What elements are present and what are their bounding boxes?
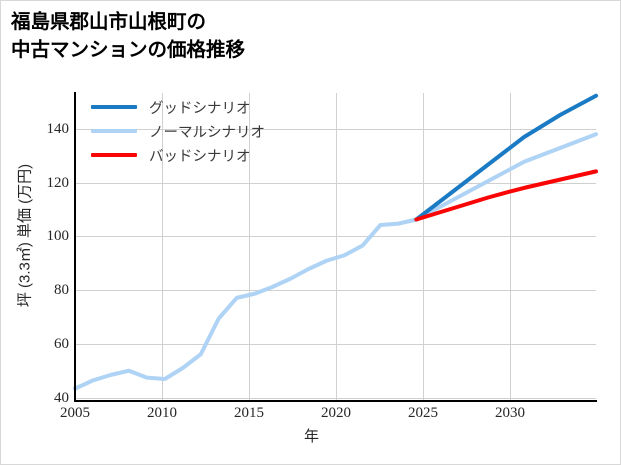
legend-label-bad: バッドシナリオ	[149, 148, 251, 165]
y-axis-title: 坪 (3.3㎡) 単価 (万円)	[16, 163, 34, 308]
gridline-y-120	[75, 183, 596, 184]
ytick-label-60: 60	[54, 336, 69, 352]
xtick-label-2015: 2015	[234, 405, 264, 421]
xtick-label-2010: 2010	[147, 405, 177, 421]
ytick-label-120: 120	[46, 175, 70, 191]
legend-swatch-normal	[91, 129, 137, 133]
legend-item-good: グッドシナリオ	[91, 95, 265, 119]
gridline-x-2020	[336, 93, 337, 401]
line-bad-scenario	[414, 169, 598, 222]
ytick-label-100: 100	[46, 228, 70, 244]
xtick-label-2025: 2025	[408, 405, 438, 421]
legend-label-good: グッドシナリオ	[149, 100, 251, 117]
gridline-x-2010	[162, 93, 163, 401]
line-good-scenario	[414, 93, 598, 222]
gridline-x-2030	[510, 93, 511, 401]
xtick-label-2020: 2020	[321, 405, 351, 421]
line-normal-scenario	[73, 132, 598, 391]
gridline-y-40	[75, 398, 596, 399]
gridline-x-2015	[249, 93, 250, 401]
series-layer	[73, 93, 598, 391]
gridline-y-80	[75, 290, 596, 291]
chart-legend: グッドシナリオ ノーマルシナリオ バッドシナリオ	[91, 95, 265, 167]
x-axis-title: 年	[303, 428, 319, 445]
y-axis-spine	[74, 92, 76, 402]
gridline-y-60	[75, 344, 596, 345]
x-axis-spine	[74, 400, 597, 402]
xtick-label-2005: 2005	[60, 405, 90, 421]
gridline-x-2025	[423, 93, 424, 401]
legend-item-normal: ノーマルシナリオ	[91, 119, 265, 143]
gridline-y-100	[75, 236, 596, 237]
gridline-y-140	[75, 129, 596, 130]
legend-label-normal: ノーマルシナリオ	[149, 124, 265, 141]
legend-swatch-bad	[91, 153, 137, 157]
chart-title: 福島県郡山市山根町の 中古マンションの価格推移	[11, 11, 246, 61]
ytick-label-40: 40	[54, 390, 69, 406]
legend-swatch-good	[91, 105, 137, 109]
ytick-label-80: 80	[54, 282, 69, 298]
xtick-label-2030: 2030	[495, 405, 525, 421]
legend-item-bad: バッドシナリオ	[91, 143, 265, 167]
ytick-label-140: 140	[46, 121, 70, 137]
